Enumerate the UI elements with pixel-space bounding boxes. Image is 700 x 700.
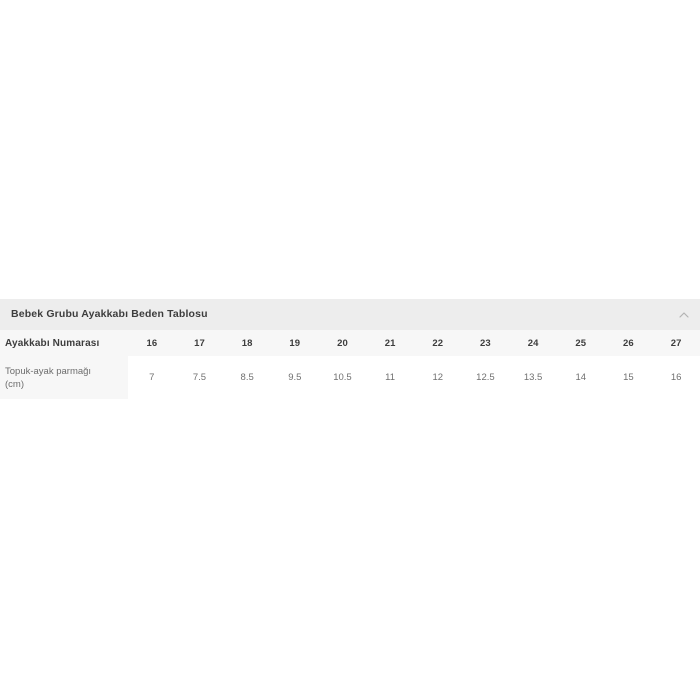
row-header-heel-to-toe: Topuk-ayak parmağı (cm)	[0, 356, 128, 399]
column-header: 26	[604, 330, 653, 356]
column-header: 27	[652, 330, 700, 356]
chevron-up-icon[interactable]	[677, 308, 691, 322]
table-cell: 8.5	[223, 356, 271, 399]
size-chart-accordion-header[interactable]: Bebek Grubu Ayakkabı Beden Tablosu	[0, 299, 700, 330]
column-header: 19	[270, 330, 319, 356]
column-header: 18	[223, 330, 271, 356]
column-header: 21	[366, 330, 414, 356]
table-cell: 9.5	[270, 356, 319, 399]
table-cell: 10.5	[318, 356, 367, 399]
table-cell: 7	[128, 356, 176, 399]
column-header: 20	[318, 330, 367, 356]
table-header-row: Ayakkabı Numarası 16 17 18 19 20 21 22 2…	[0, 330, 700, 356]
column-header: 25	[556, 330, 605, 356]
column-header: 17	[175, 330, 224, 356]
column-header: 24	[509, 330, 557, 356]
table-cell: 15	[604, 356, 653, 399]
table-cell: 14	[556, 356, 605, 399]
table-cell: 16	[652, 356, 700, 399]
table-row: Topuk-ayak parmağı (cm) 7 7.5 8.5 9.5 10…	[0, 356, 700, 399]
row-label-line-2: (cm)	[5, 378, 24, 390]
table-cell: 7.5	[175, 356, 224, 399]
size-chart-panel: Bebek Grubu Ayakkabı Beden Tablosu Ayakk…	[0, 299, 700, 399]
size-chart-table: Ayakkabı Numarası 16 17 18 19 20 21 22 2…	[0, 330, 700, 399]
size-chart-title: Bebek Grubu Ayakkabı Beden Tablosu	[11, 308, 208, 321]
column-header: 16	[128, 330, 176, 356]
column-header: 23	[461, 330, 510, 356]
row-label-line-1: Topuk-ayak parmağı	[5, 365, 92, 377]
table-cell: 11	[366, 356, 414, 399]
row-header-shoe-size: Ayakkabı Numarası	[0, 330, 128, 356]
column-header: 22	[413, 330, 462, 356]
table-cell: 12.5	[461, 356, 510, 399]
table-cell: 13.5	[509, 356, 557, 399]
table-cell: 12	[413, 356, 462, 399]
